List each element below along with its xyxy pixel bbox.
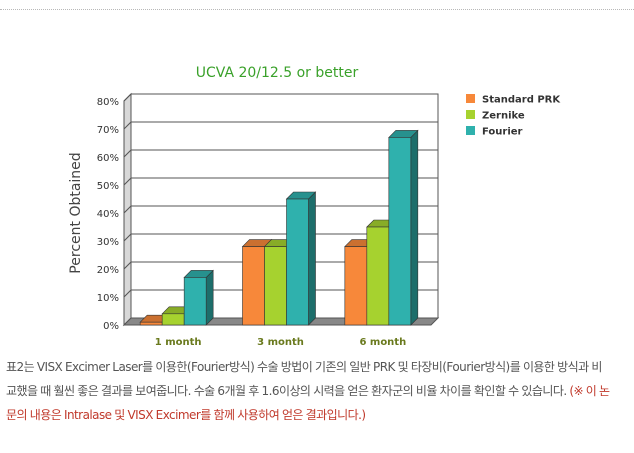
y-tick-label: 40% [97,209,119,220]
bar-chart: 0% 10% 20% 30% 40% 50% 60% 70% 80% Percent Obtain… [68,65,561,345]
legend-label: Zernike [482,111,525,122]
caption: 표2는 VISX Excimer Laser를 이용한(Fourier방식) 수… [6,355,612,427]
gridline-side [123,289,132,298]
y-axis-label: Percent Obtained [68,152,84,273]
top-divider [0,9,634,10]
legend-swatch [466,94,475,103]
caption-note: (※ 이 논문의 내용은 Intralase 및 VISX Excimer를 함… [6,384,610,422]
caption-main: 표2는 VISX Excimer Laser를 이용한(Fourier방식) 수… [6,360,602,398]
chart-area: 0% 10% 20% 30% 40% 50% 60% 70% 80% Percent Obtain… [68,65,561,345]
bar [139,321,163,326]
bar [388,137,412,326]
x-category-label: 1 month [155,337,202,345]
bar-side [410,129,419,326]
bar [242,246,265,326]
bar [264,246,287,326]
bar-side [308,191,316,326]
legend-label: Standard PRK [482,95,561,106]
x-category-label: 6 month [359,337,406,345]
bar [183,277,207,326]
bar [286,198,309,326]
x-category-label: 3 month [257,337,304,345]
y-tick-label: 70% [97,125,119,136]
bar-side [205,269,214,326]
y-tick-label: 60% [97,153,119,164]
y-tick-label: 30% [97,237,119,248]
y-tick-label: 20% [97,265,119,276]
gridline-side [123,261,132,270]
gridline-side [123,121,132,130]
bar [366,226,390,326]
gridline-side [123,205,132,214]
y-tick-label: 50% [97,181,119,192]
gridline-side [123,149,132,158]
gridline-side [123,93,132,102]
bar [161,313,185,326]
legend-swatch [466,110,475,119]
bar [344,246,368,326]
legend-label: Fourier [482,127,523,138]
y-tick-label: 10% [97,293,119,304]
gridline-side [123,177,132,186]
y-tick-label: 0% [103,321,119,332]
legend-swatch [466,126,475,135]
y-tick-label: 80% [97,97,119,108]
chart-title: UCVA 20/12.5 or better [196,65,359,81]
gridline-side [123,233,132,242]
